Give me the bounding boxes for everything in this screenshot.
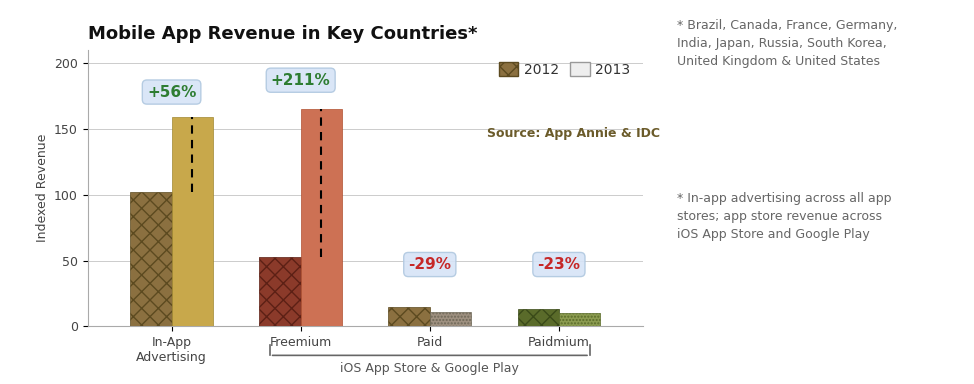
Bar bbox=[131, 192, 171, 326]
Bar bbox=[171, 117, 213, 326]
Text: +56%: +56% bbox=[147, 84, 197, 99]
Legend: 2012, 2013: 2012, 2013 bbox=[494, 57, 636, 82]
Text: Source: App Annie & IDC: Source: App Annie & IDC bbox=[487, 127, 660, 140]
Text: Mobile App Revenue in Key Countries*: Mobile App Revenue in Key Countries* bbox=[88, 25, 477, 43]
Bar bbox=[389, 307, 430, 326]
Text: * Brazil, Canada, France, Germany,
India, Japan, Russia, South Korea,
United Kin: * Brazil, Canada, France, Germany, India… bbox=[677, 19, 897, 68]
Bar bbox=[301, 109, 342, 326]
Text: * In-app advertising across all app
stores; app store revenue across
iOS App Sto: * In-app advertising across all app stor… bbox=[677, 192, 891, 241]
Bar bbox=[517, 309, 559, 326]
Bar bbox=[259, 257, 301, 326]
Text: +211%: +211% bbox=[271, 73, 330, 88]
Bar bbox=[559, 313, 600, 326]
Text: -23%: -23% bbox=[538, 257, 581, 272]
Y-axis label: Indexed Revenue: Indexed Revenue bbox=[35, 134, 49, 242]
Bar bbox=[430, 312, 471, 326]
Text: -29%: -29% bbox=[408, 257, 451, 272]
Text: iOS App Store & Google Play: iOS App Store & Google Play bbox=[340, 362, 519, 375]
